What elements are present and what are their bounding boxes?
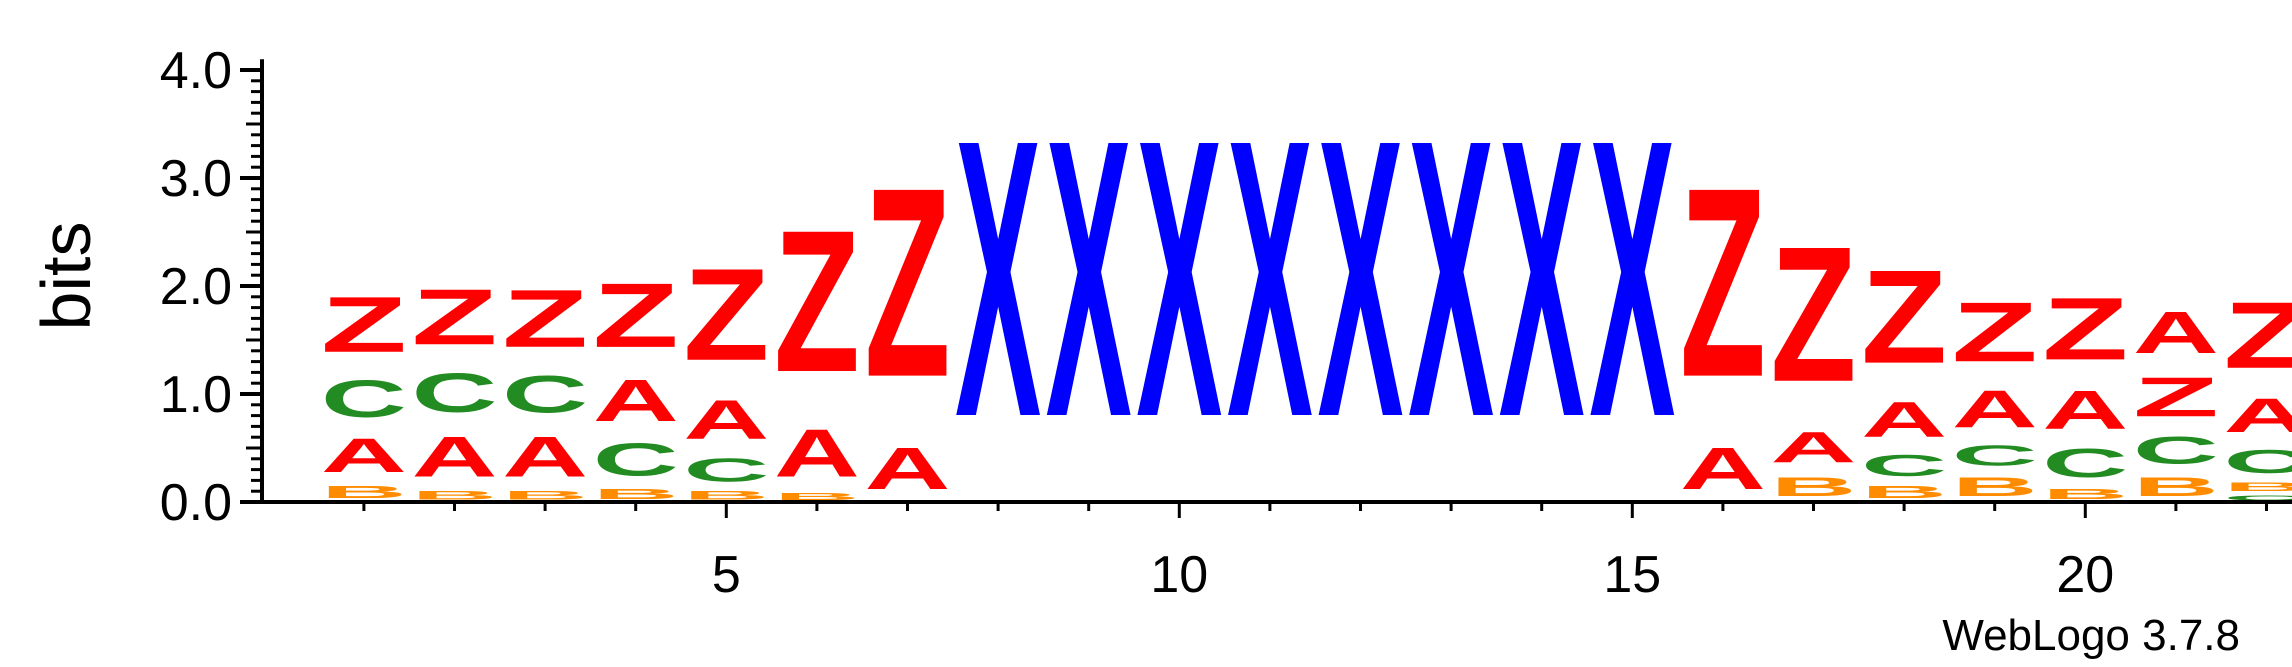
logo-letter-C-pos-4: C xyxy=(593,434,679,486)
logo-letter-C-pos-3: C xyxy=(502,365,588,424)
logo-letter-A-pos-18: A xyxy=(1861,392,1947,448)
logo-letter-C-pos-18: C xyxy=(1861,448,1947,482)
logo-letter-C-pos-22: C xyxy=(2224,443,2292,481)
logo-letter-A-pos-20: A xyxy=(2042,379,2128,441)
logo-letter-Z-pos-18: Z xyxy=(1861,243,1947,392)
logo-letter-B-pos-4: B xyxy=(593,486,679,502)
logo-letter-Z-pos-7: Z xyxy=(865,131,951,433)
x-tick-label: 15 xyxy=(1603,546,1661,604)
logo-letter-X-pos-10: X xyxy=(1136,59,1223,500)
logo-letter-Z-pos-16: Z xyxy=(1680,131,1766,433)
logo-letter-Z-pos-20: Z xyxy=(2042,279,2128,379)
logo-letter-A-pos-21: A xyxy=(2133,299,2219,366)
logo-letter-Z-pos-22: Z xyxy=(2224,283,2292,389)
logo-letter-B-pos-2: B xyxy=(412,489,498,502)
logo-letter-X-pos-15: X xyxy=(1589,59,1676,500)
logo-letter-A-pos-3: A xyxy=(502,424,588,489)
logo-letter-B-pos-3: B xyxy=(502,489,588,502)
logo-letter-X-pos-8: X xyxy=(955,59,1042,500)
x-tick-label: 5 xyxy=(712,546,741,604)
axes: 0.0 1.0 2.0 3.0 4.0 5 10 15 20 xyxy=(160,42,2292,604)
logo-letter-A-pos-16: A xyxy=(1680,435,1766,502)
y-tick-label: 3.0 xyxy=(160,150,232,208)
logo-letter-C-pos-21: C xyxy=(2133,428,2219,471)
logo-letter-B-pos-5: B xyxy=(683,489,769,502)
logo-letter-Z-pos-1: Z xyxy=(321,281,407,369)
logo-letter-C-pos-22: C xyxy=(2224,493,2292,502)
logo-letter-A-pos-22: A xyxy=(2224,389,2292,443)
logo-letter-A-pos-1: A xyxy=(321,429,407,483)
logo-letter-X-pos-13: X xyxy=(1408,59,1495,500)
logo-letter-Z-pos-19: Z xyxy=(1952,285,2038,380)
y-tick-label: 0.0 xyxy=(160,474,232,532)
logo-letter-Z-pos-3: Z xyxy=(502,274,588,365)
logo-letter-B-pos-20: B xyxy=(2042,486,2128,502)
weblogo-credit: WebLogo 3.7.8 xyxy=(1942,611,2240,660)
logo-letter-A-pos-6: A xyxy=(774,415,860,491)
y-axis-label: bits xyxy=(27,222,105,331)
x-tick-label: 20 xyxy=(2056,546,2114,604)
logo-letter-X-pos-9: X xyxy=(1046,59,1133,500)
y-tick-label: 4.0 xyxy=(160,42,232,100)
logo-letter-B-pos-22: B xyxy=(2224,480,2292,493)
logo-letter-Z-pos-4: Z xyxy=(593,264,679,367)
logo-letter-C-pos-5: C xyxy=(683,451,769,489)
logo-letter-B-pos-1: B xyxy=(321,483,407,502)
logo-letter-C-pos-20: C xyxy=(2042,440,2128,486)
logo-letter-A-pos-5: A xyxy=(683,388,769,451)
logo-letter-Z-pos-2: Z xyxy=(412,274,498,362)
logo-letter-B-pos-6: B xyxy=(774,491,860,502)
logo-letter-A-pos-2: A xyxy=(411,424,497,489)
logo-letter-Z-pos-17: Z xyxy=(1771,206,1857,422)
logo-letter-A-pos-17: A xyxy=(1771,423,1857,471)
logo-letter-C-pos-2: C xyxy=(411,361,497,424)
logo-letter-A-pos-4: A xyxy=(593,367,679,434)
logo-letter-C-pos-19: C xyxy=(1952,440,2038,472)
logo-letter-Z-pos-6: Z xyxy=(774,188,860,414)
logo-letter-X-pos-12: X xyxy=(1318,59,1405,500)
y-tick-label: 2.0 xyxy=(160,258,232,316)
logo-letter-Z-pos-5: Z xyxy=(683,241,769,388)
logo-letter-Z-pos-21: Z xyxy=(2133,366,2219,429)
logo-letter-B-pos-17: B xyxy=(1771,472,1857,502)
x-tick-label: 10 xyxy=(1150,546,1208,604)
logo-letter-A-pos-7: A xyxy=(864,435,950,502)
logo-letter-B-pos-21: B xyxy=(2133,472,2219,502)
logo-letter-X-pos-11: X xyxy=(1227,59,1314,500)
logo-letter-B-pos-19: B xyxy=(1952,472,2038,502)
logo-letter-B-pos-18: B xyxy=(1861,483,1947,502)
y-tick-label: 1.0 xyxy=(160,366,232,424)
logo-letter-X-pos-14: X xyxy=(1499,59,1586,500)
logo-letter-C-pos-1: C xyxy=(321,369,407,428)
logo-letter-A-pos-19: A xyxy=(1952,380,2038,439)
